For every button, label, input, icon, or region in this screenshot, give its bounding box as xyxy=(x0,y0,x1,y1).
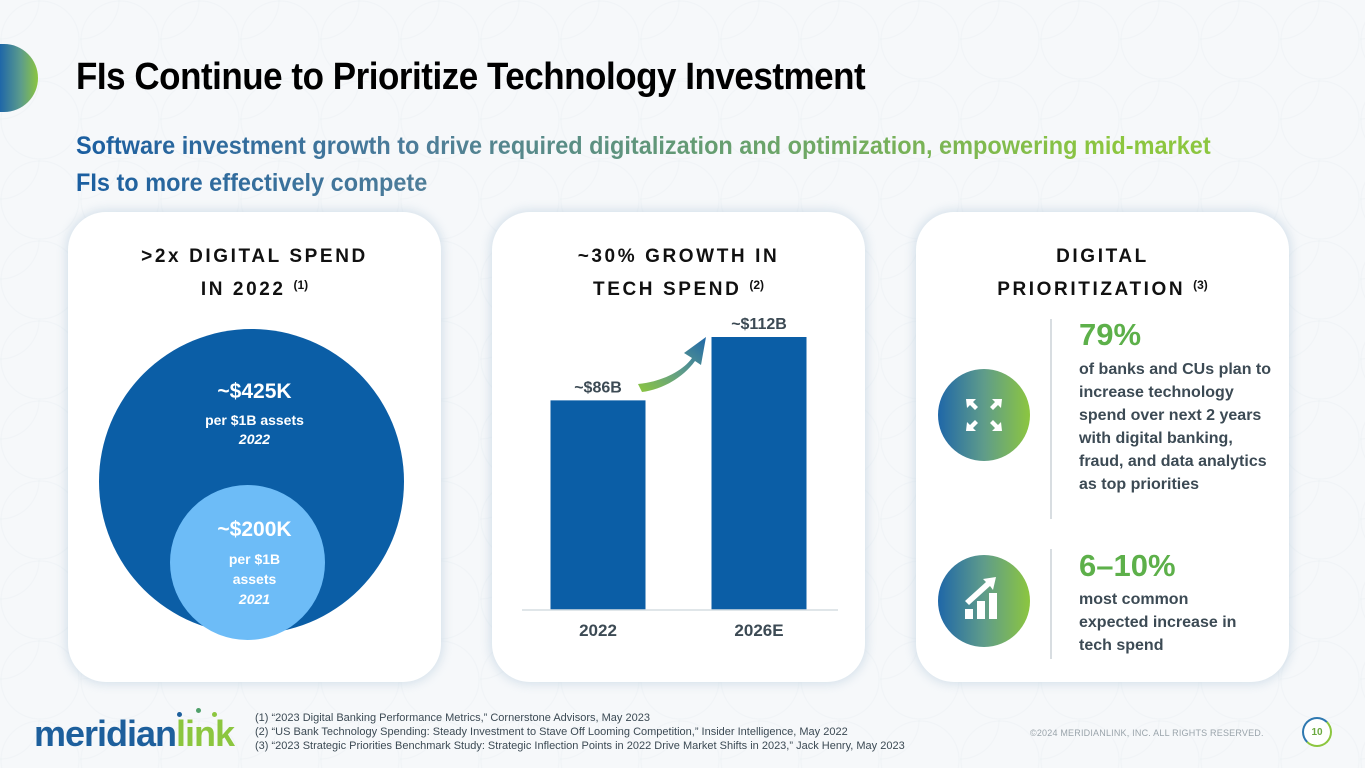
page-number: 10 xyxy=(1302,717,1332,747)
logo-text-meridian: meridian xyxy=(34,713,177,754)
growth-chart-icon xyxy=(938,555,1030,647)
card-title: >2x DIGITAL SPEND IN 2022 (1) xyxy=(68,242,441,304)
card-title-line1: ~30% GROWTH IN xyxy=(577,246,780,267)
stat-divider xyxy=(1050,549,1052,659)
expand-arrows-icon xyxy=(938,369,1030,461)
stat-divider xyxy=(1050,319,1052,519)
data-label: ~$112B xyxy=(731,316,787,333)
footnote-ref: (2) xyxy=(749,278,765,292)
tech-spend-bar-chart: ~$86B 2022 ~$112B 2026E xyxy=(522,316,838,640)
stat-value: 79% xyxy=(1079,317,1142,352)
copyright: ©2024 MERIDIANLINK, INC. ALL RIGHTS RESE… xyxy=(1030,728,1264,738)
card-digital-spend: >2x DIGITAL SPEND IN 2022 (1) ~$425K per… xyxy=(68,212,441,682)
card-digital-prioritization: DIGITAL PRIORITIZATION (3) 79% of banks … xyxy=(916,212,1289,682)
desc-2022: per $1B assets xyxy=(205,412,304,428)
desc-2021-line2: assets xyxy=(232,571,277,587)
desc-2021: per $1B assets xyxy=(68,549,441,589)
x-tick-label: 2026E xyxy=(734,621,783,640)
stat-description: most common expected increase in tech sp… xyxy=(1079,591,1237,654)
card-title-line1: >2x DIGITAL SPEND xyxy=(141,246,368,267)
card-title-line2: TECH SPEND (2) xyxy=(492,271,865,304)
value-2022: ~$425K xyxy=(217,380,292,403)
bar-2026E xyxy=(711,337,807,610)
footnote-ref: (1) xyxy=(293,278,309,292)
year-2021: 2021 xyxy=(238,591,271,607)
logo-dot xyxy=(212,712,217,717)
year-2022: 2022 xyxy=(238,431,271,447)
footnotes: (1) “2023 Digital Banking Performance Me… xyxy=(255,711,905,753)
footnote-ref: (3) xyxy=(1193,278,1208,292)
logo-dot xyxy=(196,708,201,713)
circle-2021 xyxy=(170,485,325,640)
card-title-text: IN 2022 xyxy=(200,279,286,300)
data-label: ~$86B xyxy=(574,379,622,396)
slide-title: FIs Continue to Prioritize Technology In… xyxy=(76,56,866,98)
logo-wordmark: meridianlink xyxy=(34,713,235,755)
desc-2021-line1: per $1B xyxy=(228,551,281,567)
x-tick-label: 2022 xyxy=(579,621,617,640)
bar-2022 xyxy=(550,400,646,610)
logo-text-link: link xyxy=(176,713,235,754)
logo-dot xyxy=(177,712,182,717)
card-title-text: TECH SPEND xyxy=(592,279,742,300)
growth-arrow-icon xyxy=(638,337,706,392)
footnote-3: (3) “2023 Strategic Priorities Benchmark… xyxy=(255,740,905,752)
stat-description: of banks and CUs plan to increase techno… xyxy=(1079,361,1272,493)
footnote-2: (2) “US Bank Technology Spending: Steady… xyxy=(255,726,848,738)
slide-subtitle: Software investment growth to drive requ… xyxy=(76,128,1223,202)
stat-value: 6–10% xyxy=(1079,548,1176,583)
card-title: ~30% GROWTH IN TECH SPEND (2) xyxy=(492,242,865,304)
footnote-1: (1) “2023 Digital Banking Performance Me… xyxy=(255,712,650,724)
card-title-text: PRIORITIZATION xyxy=(997,279,1186,300)
value-2021: ~$200K xyxy=(217,518,292,541)
card-tech-spend: ~30% GROWTH IN TECH SPEND (2) ~$86B 2022 ~… xyxy=(492,212,865,682)
card-title: DIGITAL PRIORITIZATION (3) xyxy=(916,242,1289,304)
card-title-line1: DIGITAL xyxy=(1056,246,1149,267)
card-title-line2: IN 2022 (1) xyxy=(68,271,441,304)
card-title-line2: PRIORITIZATION (3) xyxy=(916,271,1289,304)
